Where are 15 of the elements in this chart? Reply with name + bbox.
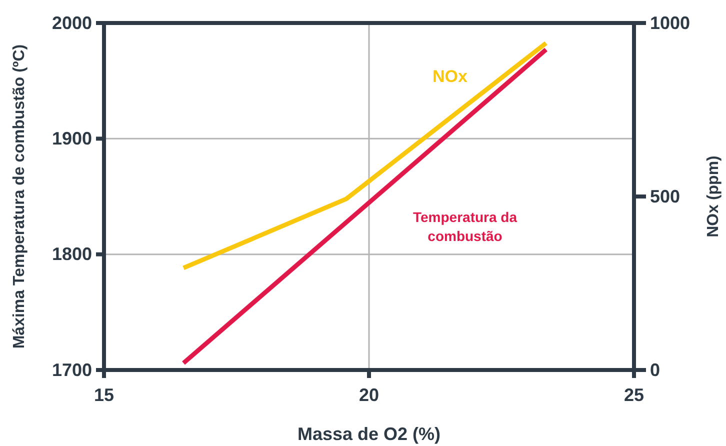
y-tick-label: 1800 — [52, 244, 92, 264]
y2-tick-label: 500 — [650, 186, 680, 206]
y2-tick-label: 1000 — [650, 12, 690, 33]
y-axis-title: Máxima Temperatura de combustão (ºC) — [11, 44, 28, 349]
x-tick-label: 15 — [94, 384, 114, 405]
y-tick-label: 2000 — [52, 12, 92, 33]
y-tick-label: 1900 — [52, 128, 92, 148]
x-tick-label: 20 — [358, 384, 380, 405]
y2-tick-label: 0 — [650, 360, 660, 380]
text: Temperatura da combustão — [413, 209, 518, 244]
series-label: NOx — [432, 67, 468, 86]
y2-axis-title: NOx (ppm) — [705, 156, 722, 238]
x-tick-label: 25 — [624, 384, 644, 405]
y-tick-label: 1700 — [52, 360, 92, 380]
x-axis-title: Massa de O2 (%) — [297, 424, 441, 444]
